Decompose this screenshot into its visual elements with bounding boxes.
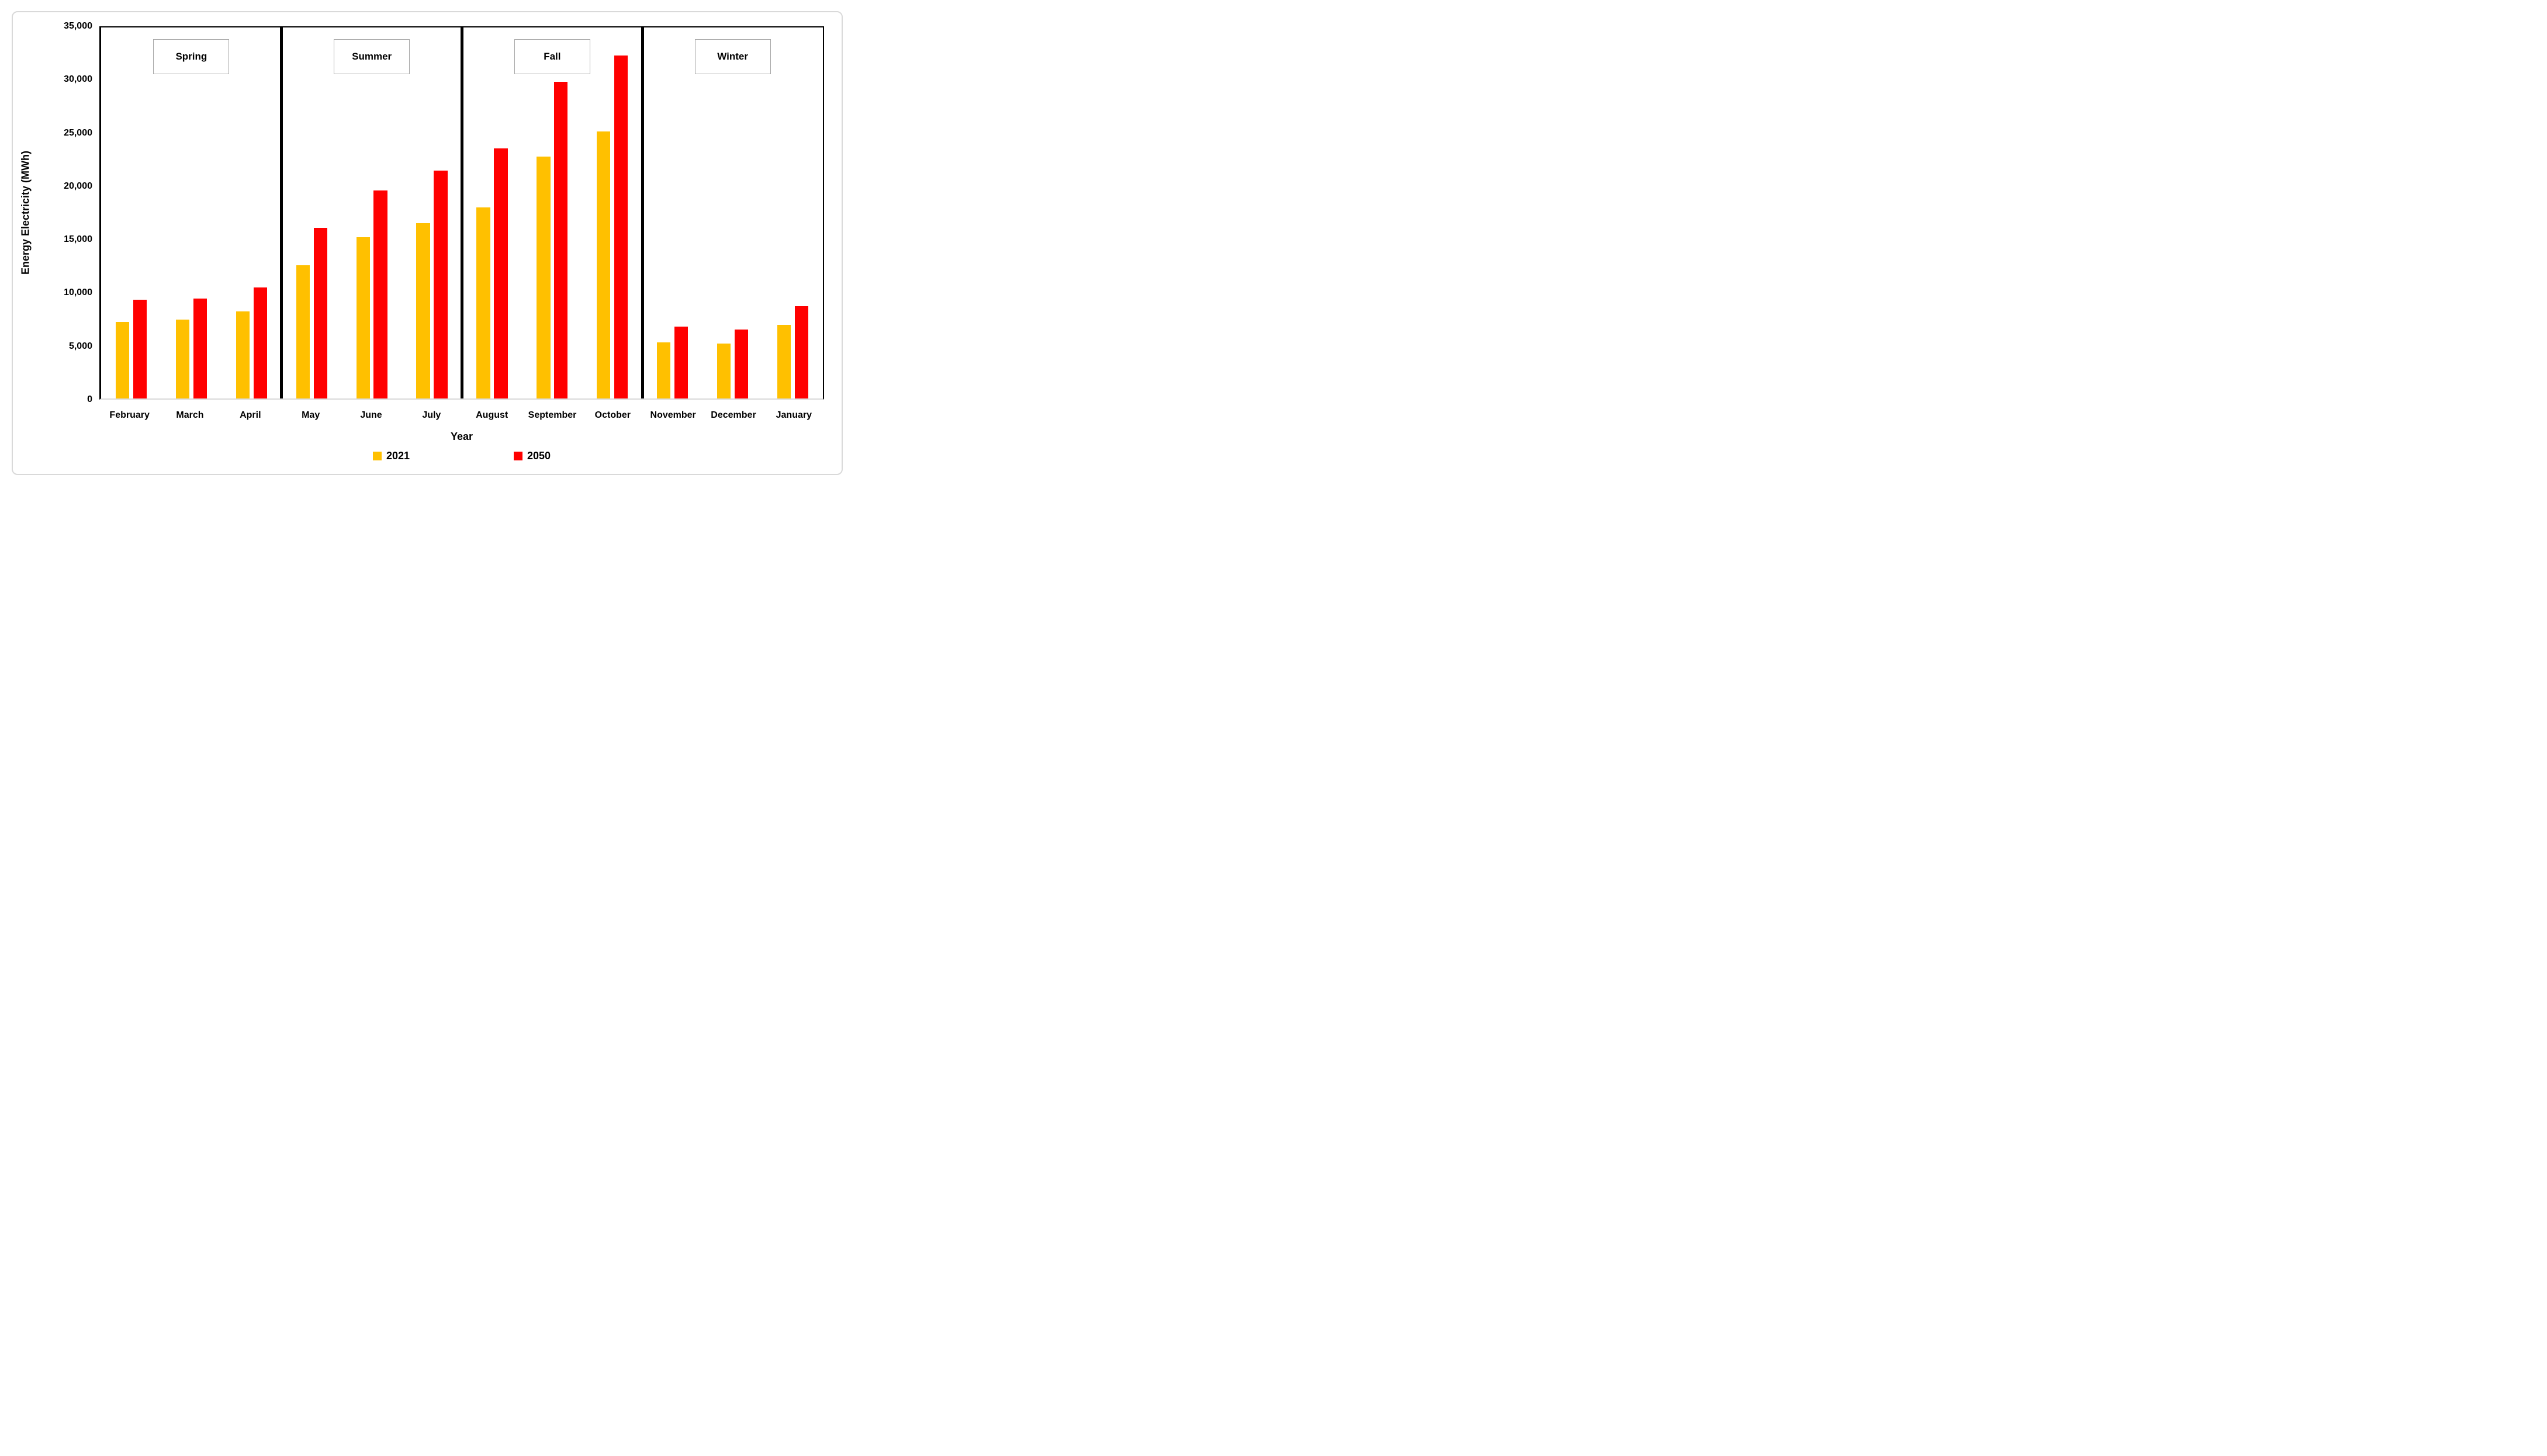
bar-2050-december bbox=[734, 330, 749, 398]
season-label-summer: Summer bbox=[334, 39, 410, 74]
season-divider bbox=[280, 27, 283, 398]
season-label-winter: Winter bbox=[694, 39, 771, 74]
bar-2050-november bbox=[674, 326, 688, 398]
legend-item-2050: 2050 bbox=[514, 450, 551, 462]
bar-2050-february bbox=[133, 300, 147, 398]
bar-2021-november bbox=[657, 342, 671, 398]
y-tick-label: 25,000 bbox=[64, 127, 92, 138]
legend-label-2050: 2050 bbox=[527, 450, 551, 462]
x-tick-label-november: November bbox=[650, 410, 696, 420]
x-axis-title: Year bbox=[450, 431, 473, 442]
legend-swatch-2021 bbox=[372, 452, 382, 460]
x-tick-label-june: June bbox=[360, 410, 382, 420]
chart-figure: Energy Electricity (MWh) Spring Summer Fal… bbox=[0, 0, 849, 486]
season-label-fall: Fall bbox=[514, 39, 590, 74]
bar-2050-march bbox=[193, 299, 207, 398]
legend-label-2021: 2021 bbox=[386, 450, 410, 462]
season-label-spring: Spring bbox=[153, 39, 230, 74]
bar-2021-april bbox=[236, 311, 250, 398]
bar-2021-september bbox=[537, 157, 551, 398]
bar-2021-october bbox=[597, 131, 611, 398]
bar-2021-june bbox=[356, 237, 370, 398]
plot-area: Spring Summer Fall Winter bbox=[99, 26, 824, 400]
bar-2050-july bbox=[434, 170, 448, 398]
x-tick-label-april: April bbox=[240, 410, 261, 420]
y-tick-label: 10,000 bbox=[64, 287, 92, 298]
bar-2021-august bbox=[476, 207, 490, 398]
x-tick-label-january: January bbox=[776, 410, 812, 420]
x-tick-label-august: August bbox=[476, 410, 508, 420]
y-tick-label: 20,000 bbox=[64, 181, 92, 191]
bar-2050-august bbox=[494, 148, 508, 398]
x-tick-label-september: September bbox=[528, 410, 577, 420]
bar-2021-december bbox=[717, 343, 731, 398]
x-tick-label-march: March bbox=[176, 410, 204, 420]
y-tick-label: 30,000 bbox=[64, 74, 92, 85]
y-tick-label: 5,000 bbox=[68, 341, 92, 351]
y-axis-title: Energy Electricity (MWh) bbox=[19, 150, 32, 275]
bar-2021-january bbox=[777, 324, 791, 398]
bar-2050-june bbox=[373, 190, 387, 398]
legend-item-2021: 2021 bbox=[372, 450, 410, 462]
legend-swatch-2050 bbox=[514, 452, 522, 460]
legend: 2021 2050 bbox=[99, 450, 824, 462]
bar-2021-march bbox=[175, 319, 190, 398]
x-tick-label-may: May bbox=[302, 410, 320, 420]
x-tick-label-october: October bbox=[594, 410, 631, 420]
bar-2021-may bbox=[296, 265, 310, 398]
bar-2021-february bbox=[115, 322, 130, 398]
x-tick-label-december: December bbox=[711, 410, 756, 420]
season-divider bbox=[641, 27, 644, 398]
x-tick-label-february: February bbox=[109, 410, 150, 420]
bar-2021-july bbox=[416, 223, 430, 398]
x-tick-label-july: July bbox=[422, 410, 441, 420]
y-tick-label: 0 bbox=[87, 394, 92, 404]
y-tick-label: 15,000 bbox=[64, 234, 92, 245]
bar-2050-september bbox=[554, 82, 568, 398]
season-divider bbox=[461, 27, 463, 398]
y-tick-label: 35,000 bbox=[64, 21, 92, 31]
bar-2050-april bbox=[253, 287, 267, 398]
bar-2050-october bbox=[614, 56, 628, 398]
bar-2050-january bbox=[794, 306, 809, 398]
bar-2050-may bbox=[313, 227, 327, 398]
